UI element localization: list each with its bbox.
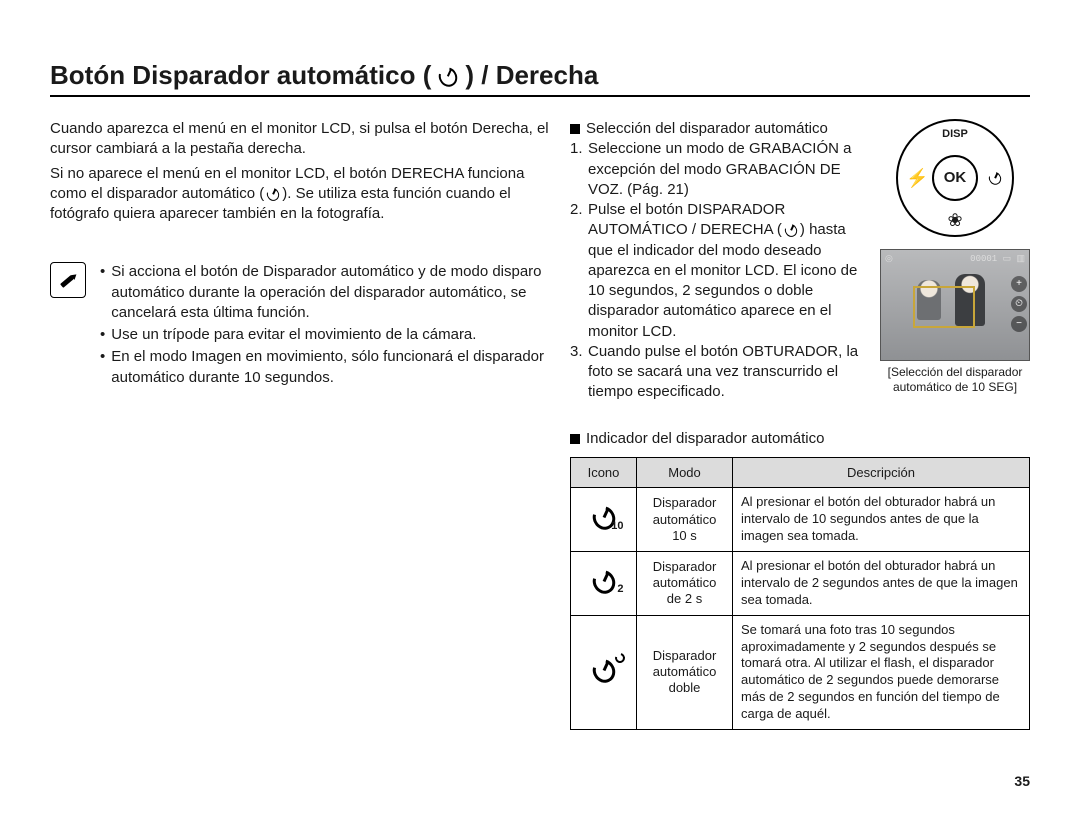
step-1: 1.Seleccione un modo de GRABACIÓN a exce… — [570, 139, 864, 200]
mode-10s: Disparador automático 10 s — [637, 488, 733, 552]
indicator-table: Icono Modo Descripción 10 Disparador aut… — [570, 457, 1030, 730]
title-bar: Botón Disparador automático ( ) / Derech… — [50, 60, 1030, 97]
desc-10s: Al presionar el botón del obturador habr… — [733, 488, 1030, 552]
lcd-preview: ◎00001 ▭ ▥ +⏲− — [880, 249, 1030, 361]
th-modo: Modo — [637, 457, 733, 488]
note-item: Si acciona el botón de Disparador automá… — [100, 262, 550, 323]
step-2: 2.Pulse el botón DISPARADOR AUTOMÁTICO /… — [570, 200, 864, 342]
note-icon — [50, 262, 86, 298]
th-descripcion: Descripción — [733, 457, 1030, 488]
table-header-row: Icono Modo Descripción — [571, 457, 1030, 488]
icon-10s: 10 — [571, 488, 637, 552]
title-pre: Botón Disparador automático ( — [50, 60, 431, 91]
lcd-side-icons: +⏲− — [1011, 276, 1027, 332]
ok-button: OK — [932, 155, 978, 201]
note-item: En el modo Imagen en movimiento, sólo fu… — [100, 347, 550, 388]
intro-para-2: Si no aparece el menú en el monitor LCD,… — [50, 164, 550, 225]
table-row: 10 Disparador automático 10 s Al presion… — [571, 488, 1030, 552]
self-timer-icon — [266, 187, 280, 201]
desc-2s: Al presionar el botón del obturador habr… — [733, 551, 1030, 615]
page-title: Botón Disparador automático ( ) / Derech… — [50, 60, 1030, 91]
page-number: 35 — [1014, 773, 1030, 789]
section-heading: Selección del disparador automático — [570, 119, 864, 139]
title-post: ) / Derecha — [465, 60, 598, 91]
indicator-heading: Indicador del disparador automático — [570, 429, 1030, 449]
manual-page: Botón Disparador automático ( ) / Derech… — [0, 0, 1080, 815]
content-columns: Cuando aparezca el menú en el monitor LC… — [50, 119, 1030, 730]
right-text: Selección del disparador automático 1.Se… — [570, 119, 864, 403]
pencil-icon — [58, 270, 78, 290]
lcd-top-icons: ◎00001 ▭ ▥ — [885, 253, 1025, 265]
note-item: Use un trípode para evitar el movimiento… — [100, 325, 550, 345]
lcd-figure: ◎00001 ▭ ▥ +⏲− [Selección del disparador… — [880, 249, 1030, 395]
control-wheel: DISP ⚡ ❀ OK — [896, 119, 1014, 237]
self-timer-icon — [784, 223, 798, 237]
note-box: Si acciona el botón de Disparador automá… — [50, 262, 550, 390]
table-row: 2 Disparador automático de 2 s Al presio… — [571, 551, 1030, 615]
right-top-row: Selección del disparador automático 1.Se… — [570, 119, 1030, 403]
left-column: Cuando aparezca el menú en el monitor LC… — [50, 119, 550, 730]
lcd-caption: [Selección del disparador automático de … — [880, 365, 1030, 395]
intro-para-1: Cuando aparezca el menú en el monitor LC… — [50, 119, 550, 160]
right-column: Selección del disparador automático 1.Se… — [570, 119, 1030, 730]
mode-2s: Disparador automático de 2 s — [637, 551, 733, 615]
figures: DISP ⚡ ❀ OK ◎00001 ▭ ▥ — [880, 119, 1030, 403]
icon-double — [571, 615, 637, 729]
table-row: Disparador automático doble Se tomará un… — [571, 615, 1030, 729]
self-timer-icon — [437, 65, 459, 87]
icon-2s: 2 — [571, 551, 637, 615]
step-3: 3.Cuando pulse el botón OBTURADOR, la fo… — [570, 342, 864, 403]
steps-list: 1.Seleccione un modo de GRABACIÓN a exce… — [570, 139, 864, 402]
self-timer-icon — [986, 168, 1004, 188]
th-icono: Icono — [571, 457, 637, 488]
desc-double: Se tomará una foto tras 10 segundos apro… — [733, 615, 1030, 729]
note-list: Si acciona el botón de Disparador automá… — [100, 262, 550, 390]
indicator-section: Indicador del disparador automático Icon… — [570, 429, 1030, 730]
wheel-disp-label: DISP — [942, 127, 968, 142]
macro-icon: ❀ — [947, 211, 962, 229]
mode-double: Disparador automático doble — [637, 615, 733, 729]
focus-frame — [913, 286, 975, 328]
